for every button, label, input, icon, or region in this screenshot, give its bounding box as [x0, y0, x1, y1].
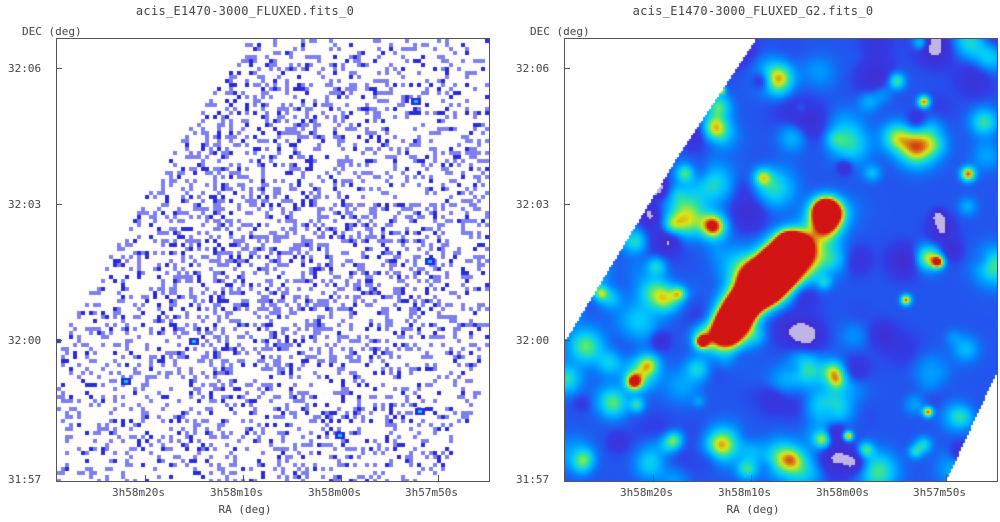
y-tick-mark	[564, 340, 570, 341]
panel-title: acis_E1470-3000_FLUXED_G2.fits_0	[632, 4, 874, 18]
panel-title: acis_E1470-3000_FLUXED.fits_0	[135, 4, 355, 18]
y-axis-label: DEC (deg)	[22, 25, 82, 38]
y-tick-mark	[56, 204, 62, 205]
y-axis-label: DEC (deg)	[530, 25, 590, 38]
x-tick-mark	[341, 475, 342, 481]
x-tick-mark	[849, 475, 850, 481]
x-axis-label: RA (deg)	[218, 503, 272, 516]
x-tick-mark	[946, 475, 947, 481]
x-tick-label: 3h58m00s	[308, 486, 361, 499]
y-tick-label: 31:57	[8, 473, 42, 486]
smoothed-image[interactable]	[565, 39, 997, 481]
y-tick-label: 32:00	[8, 334, 42, 347]
x-tick-mark	[243, 475, 244, 481]
y-tick-mark	[564, 68, 570, 69]
x-tick-mark	[751, 475, 752, 481]
x-tick-mark	[438, 475, 439, 481]
y-tick-mark	[56, 68, 62, 69]
x-tick-mark	[653, 475, 654, 481]
x-axis-label: RA (deg)	[726, 503, 780, 516]
y-tick-label: 31:57	[516, 473, 550, 486]
y-tick-label: 32:00	[516, 334, 550, 347]
x-tick-label: 3h58m00s	[816, 486, 869, 499]
x-tick-mark	[145, 475, 146, 481]
left-image-panel: acis_E1470-3000_FLUXED.fits_0 DEC (deg) …	[8, 4, 490, 516]
y-tick-label: 32:03	[516, 198, 550, 211]
x-tick-label: 3h58m20s	[620, 486, 673, 499]
x-tick-label: 3h57m50s	[913, 486, 966, 499]
x-tick-label: 3h57m50s	[405, 486, 458, 499]
x-tick-label: 3h58m20s	[112, 486, 165, 499]
image-frame[interactable]	[56, 38, 490, 482]
y-tick-label: 32:03	[8, 198, 42, 211]
right-image-panel: acis_E1470-3000_FLUXED_G2.fits_0 DEC (de…	[508, 0, 1000, 522]
y-tick-mark	[56, 340, 62, 341]
x-tick-label: 3h58m10s	[210, 486, 263, 499]
y-tick-label: 32:06	[8, 62, 42, 75]
image-frame[interactable]	[564, 38, 998, 482]
x-tick-label: 3h58m10s	[718, 486, 771, 499]
y-tick-mark	[564, 204, 570, 205]
raw-counts-image[interactable]	[57, 39, 489, 481]
y-tick-label: 32:06	[516, 62, 550, 75]
